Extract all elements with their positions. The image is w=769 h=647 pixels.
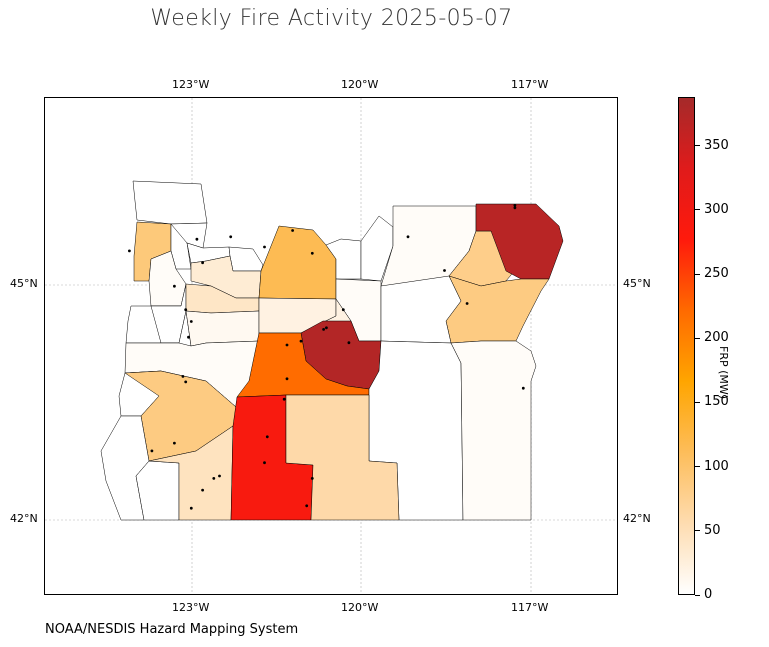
fire-point	[285, 343, 289, 347]
map-frame	[44, 97, 618, 595]
fire-point	[229, 235, 233, 239]
lat-label-left-42: 42°N	[10, 512, 38, 525]
colorbar-tick-mark	[695, 401, 700, 403]
county-linn	[185, 310, 260, 347]
fire-point	[201, 261, 205, 265]
lon-label-bottom-120: 120°W	[341, 601, 379, 614]
fire-point	[299, 339, 303, 343]
lon-label-top-117: 117°W	[511, 78, 549, 91]
county-baker	[445, 275, 550, 344]
fire-point	[291, 229, 294, 232]
colorbar-tick-mark	[695, 337, 700, 339]
colorbar-tick-label: 200	[704, 330, 729, 346]
colorbar-tick-mark	[695, 145, 700, 147]
fire-point	[181, 375, 185, 378]
colorbar-tick-label: 300	[704, 201, 729, 217]
fire-points	[127, 204, 525, 510]
fire-point	[341, 308, 345, 312]
lon-label-top-123: 123°W	[172, 78, 210, 91]
fire-point	[127, 249, 131, 253]
fire-point	[443, 269, 446, 272]
fire-point	[282, 397, 286, 401]
county-josephine	[135, 460, 180, 521]
fire-point	[218, 474, 221, 478]
counties	[100, 180, 564, 521]
colorbar-tick-mark	[695, 594, 700, 596]
fire-point	[305, 504, 309, 508]
county-malheur	[450, 340, 537, 521]
fire-point	[310, 251, 314, 255]
colorbar-tick-label: 50	[704, 522, 721, 538]
lon-label-top-120: 120°W	[341, 78, 379, 91]
fire-point	[150, 449, 154, 453]
fire-point	[325, 326, 328, 330]
lat-label-right-42: 42°N	[623, 512, 651, 525]
fire-point	[189, 506, 193, 510]
fire-point	[347, 341, 351, 345]
fire-point	[173, 441, 176, 445]
fire-point	[310, 477, 314, 480]
source-note: NOAA/NESDIS Hazard Mapping System	[45, 622, 299, 637]
lon-label-bottom-123: 123°W	[172, 601, 210, 614]
fire-point	[201, 488, 205, 492]
colorbar-tick-label: 150	[704, 394, 729, 410]
colorbar-tick-label: 0	[704, 587, 713, 602]
fire-point	[513, 204, 517, 207]
colorbar	[678, 97, 695, 595]
colorbar-tick-label: 250	[704, 266, 729, 282]
fire-point	[265, 435, 269, 439]
lat-label-left-45: 45°N	[10, 277, 38, 290]
county-wasco	[258, 225, 337, 300]
fire-point	[263, 245, 266, 249]
fire-point	[184, 308, 188, 312]
fire-point	[212, 477, 216, 480]
county-washington	[170, 223, 192, 270]
colorbar-tick-label: 350	[704, 137, 729, 153]
lat-label-right-45: 45°N	[623, 277, 651, 290]
fire-point	[521, 386, 525, 390]
fire-point	[184, 380, 188, 384]
fire-point	[189, 320, 193, 323]
fire-point	[263, 461, 266, 465]
colorbar-tick-mark	[695, 466, 700, 468]
county-clatsop	[132, 180, 208, 225]
map-svg	[45, 98, 617, 594]
lon-label-bottom-117: 117°W	[511, 601, 549, 614]
fire-point	[285, 377, 289, 381]
colorbar-tick-mark	[695, 209, 700, 211]
colorbar-tick-mark	[695, 273, 700, 275]
fire-point	[465, 302, 469, 305]
fire-point	[195, 237, 199, 241]
county-lake	[285, 394, 400, 521]
colorbar-tick-mark	[695, 530, 700, 532]
fire-point	[513, 206, 517, 210]
colorbar-title: FRP (MW)	[717, 346, 730, 400]
fire-point	[187, 335, 190, 339]
colorbar-tick-label: 100	[704, 458, 729, 474]
fire-point	[173, 284, 176, 288]
county-hood-river	[228, 246, 264, 272]
fire-point	[322, 328, 325, 331]
fire-point	[406, 235, 410, 239]
page-title: Weekly Fire Activity 2025-05-07	[150, 6, 513, 31]
